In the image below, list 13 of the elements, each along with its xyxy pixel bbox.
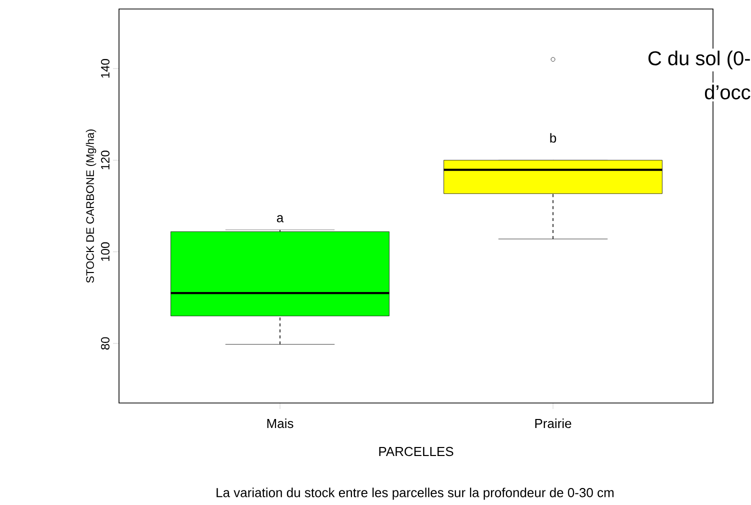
y-tick-label: 120 bbox=[100, 150, 110, 170]
x-tick-label: Prairie bbox=[535, 418, 572, 428]
annotation: C du sol (0- bbox=[648, 50, 750, 70]
y-axis-title: STOCK DE CARBONE (Mg/ha) bbox=[86, 129, 96, 283]
y-tick-label: 100 bbox=[100, 242, 110, 261]
y-tick-label: 140 bbox=[100, 59, 110, 78]
x-axis-title: PARCELLES bbox=[379, 446, 454, 456]
y-tick-label: 80 bbox=[100, 337, 110, 350]
annotation: d’occ bbox=[704, 84, 750, 100]
x-tick-label: Mais bbox=[267, 418, 294, 428]
annotation: b bbox=[550, 133, 556, 143]
annotation: a bbox=[276, 215, 284, 222]
text: La variation du stock entre les parcelles sur la profondeur de 0-30 cm bbox=[216, 488, 614, 500]
